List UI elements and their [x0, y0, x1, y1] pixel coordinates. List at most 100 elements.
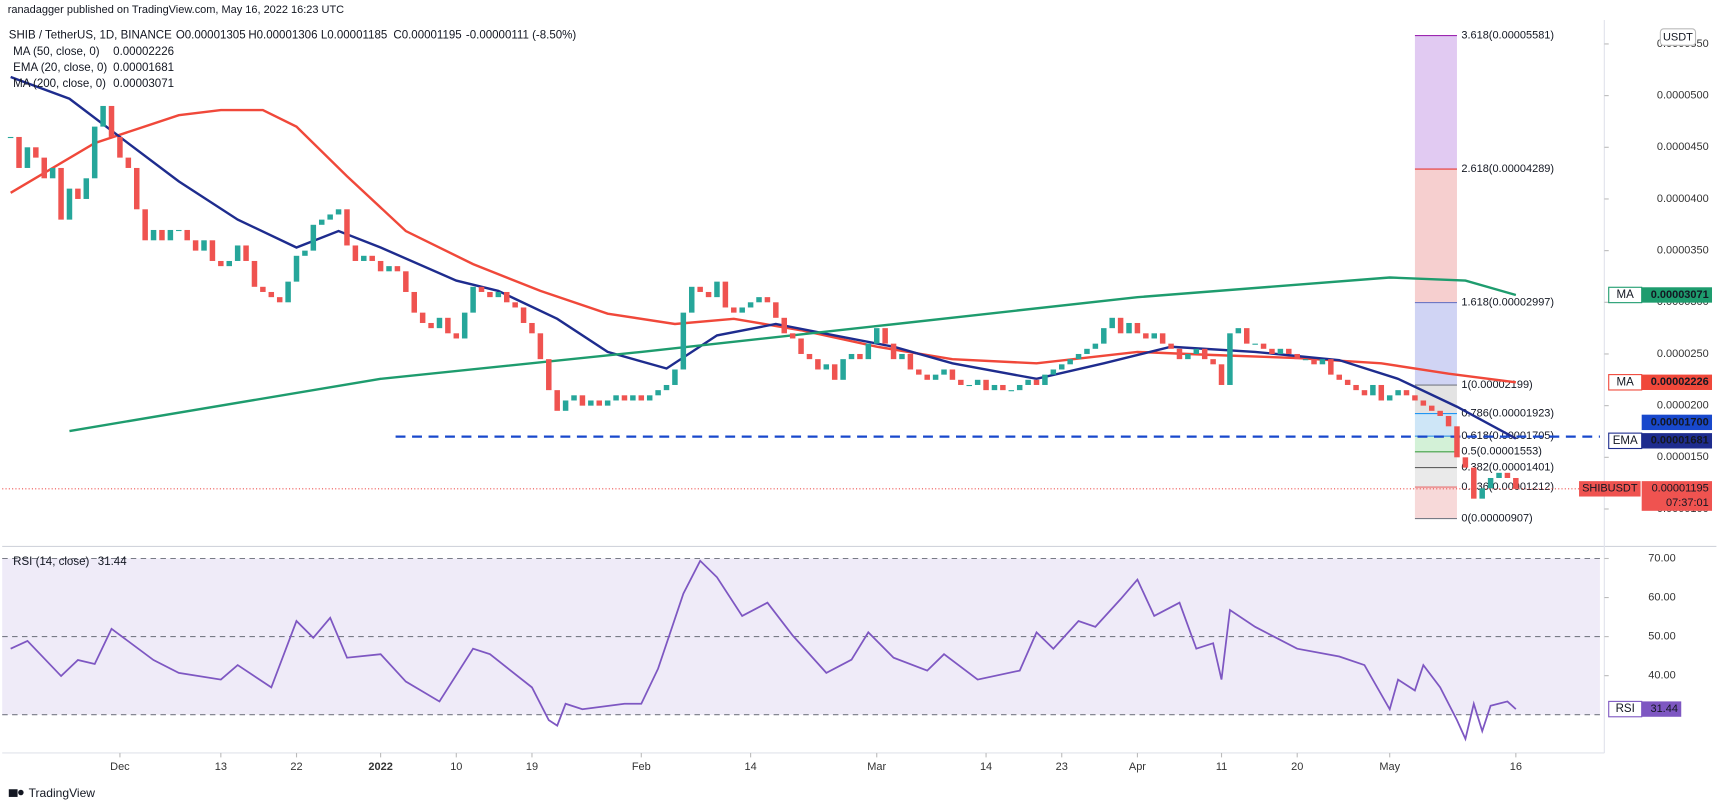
x-tick-label: 13 [215, 761, 227, 773]
candle [335, 209, 342, 215]
last-price-label: 0.00001195 [1652, 483, 1709, 495]
candle [1000, 384, 1006, 391]
legend-ohlc: O0.00001305 [176, 29, 246, 41]
candle [1016, 384, 1023, 391]
candle [251, 260, 258, 287]
candle [1210, 359, 1216, 365]
candle [1277, 348, 1284, 354]
fib-label: 0.786(0.00001923) [1461, 408, 1554, 420]
candle [630, 395, 636, 401]
symbol-tag-label: SHIBUSDT [1582, 483, 1638, 495]
legend-ohlc: H0.00001306 [248, 29, 317, 41]
candle [1311, 359, 1317, 365]
rsi-legend-value: 31.44 [98, 556, 127, 568]
x-tick-label: Dec [110, 761, 130, 773]
candle [966, 384, 972, 387]
candle [318, 219, 325, 225]
candle [806, 353, 813, 360]
candle [1101, 328, 1107, 344]
moving-average [10, 108, 1517, 384]
candle [243, 245, 249, 261]
candle [1420, 400, 1427, 406]
x-tick-label: 14 [745, 761, 757, 773]
candle [361, 255, 367, 261]
candle [1252, 343, 1258, 345]
candle [411, 291, 417, 313]
candle [731, 307, 737, 313]
y-tick-label: 0.0000250 [1657, 348, 1709, 360]
candle [672, 369, 678, 385]
candle [1243, 328, 1250, 344]
candle [495, 291, 502, 298]
rsi-badge [1641, 701, 1682, 717]
candle [470, 286, 476, 313]
candle [1109, 317, 1115, 329]
candle [815, 359, 821, 370]
candle [831, 364, 838, 380]
candle [621, 395, 628, 401]
candle [932, 374, 939, 380]
candle [1319, 359, 1326, 365]
last-price-badge [1641, 481, 1713, 511]
badge-tag-label: EMA [1613, 435, 1638, 447]
rsi-band [2, 558, 1600, 715]
candle [117, 136, 123, 158]
candle [352, 245, 359, 261]
currency-box [1659, 28, 1697, 46]
candle [7, 136, 14, 139]
candle [192, 240, 199, 251]
candle [302, 250, 308, 256]
candle [1025, 379, 1031, 385]
legend-value: 0.00001681 [113, 62, 174, 74]
candle [487, 291, 493, 298]
candle [1428, 405, 1435, 411]
candle [1033, 379, 1040, 385]
candle [857, 353, 863, 360]
candle [1328, 359, 1334, 375]
candle [562, 400, 569, 411]
candle [66, 188, 73, 220]
candle [537, 333, 544, 360]
candle [781, 317, 787, 334]
candle [1227, 333, 1233, 385]
candle [705, 291, 712, 298]
legend-title: SHIB / TetherUS, 1D, BINANCE [9, 29, 172, 41]
candle [747, 302, 754, 308]
candle [167, 229, 174, 241]
fib-band [1414, 169, 1457, 303]
candle [184, 229, 190, 241]
candle [941, 369, 947, 375]
candle [1117, 317, 1124, 334]
candle [1168, 343, 1174, 349]
candle [419, 312, 426, 323]
candle [739, 307, 745, 313]
legend-ohlc: -0.00000111 (-8.50%) [466, 29, 576, 41]
candle [16, 136, 22, 168]
candle [1260, 343, 1267, 349]
x-tick-label: 14 [980, 761, 992, 773]
y-tick-label: 50.00 [1648, 631, 1675, 643]
price-badge [1641, 414, 1713, 431]
candle [1084, 348, 1090, 354]
candle [503, 291, 510, 303]
candle [142, 209, 148, 241]
candle [890, 343, 897, 360]
candle [1487, 477, 1494, 489]
candle [604, 400, 611, 406]
legend-ohlc: C0.00001195 [393, 29, 461, 41]
candle [1218, 364, 1225, 385]
candle [1412, 395, 1418, 401]
candle [1378, 384, 1385, 401]
y-tick-label: 0.0000500 [1657, 90, 1709, 102]
candle [1513, 477, 1519, 489]
candle [680, 312, 687, 370]
candle [445, 317, 451, 334]
y-tick-label: 0.0000400 [1657, 193, 1709, 205]
candle [1454, 426, 1460, 458]
candle [873, 328, 880, 344]
y-tick-label: 0.0000450 [1657, 141, 1709, 153]
currency: USDT [1663, 32, 1693, 44]
candle [260, 286, 266, 292]
fib-label: 2.618(0.00004289) [1461, 163, 1554, 175]
candle [924, 374, 930, 380]
